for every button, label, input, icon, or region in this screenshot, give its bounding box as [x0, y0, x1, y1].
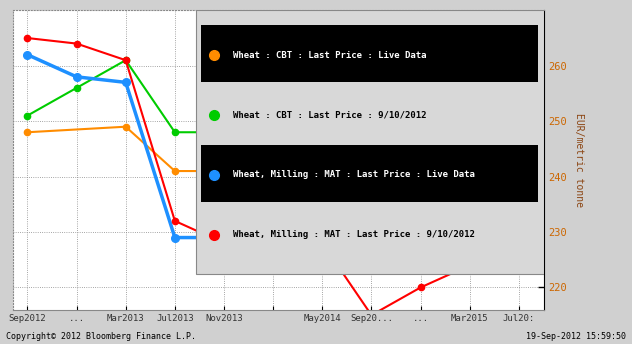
FancyBboxPatch shape — [196, 10, 544, 274]
Text: Wheat, Milling : MAT : Last Price : 9/10/2012: Wheat, Milling : MAT : Last Price : 9/10… — [233, 230, 475, 239]
Y-axis label: EUR/metric tonne: EUR/metric tonne — [574, 113, 584, 207]
FancyBboxPatch shape — [201, 25, 538, 82]
Text: 19-Sep-2012 15:59:50: 19-Sep-2012 15:59:50 — [526, 332, 626, 341]
Text: Copyright© 2012 Bloomberg Finance L.P.: Copyright© 2012 Bloomberg Finance L.P. — [6, 332, 197, 341]
FancyBboxPatch shape — [201, 145, 538, 202]
Text: Wheat : CBT : Last Price : Live Data: Wheat : CBT : Last Price : Live Data — [233, 51, 427, 60]
Text: Wheat : CBT : Last Price : 9/10/2012: Wheat : CBT : Last Price : 9/10/2012 — [233, 110, 427, 120]
Text: Wheat, Milling : MAT : Last Price : Live Data: Wheat, Milling : MAT : Last Price : Live… — [233, 170, 475, 180]
